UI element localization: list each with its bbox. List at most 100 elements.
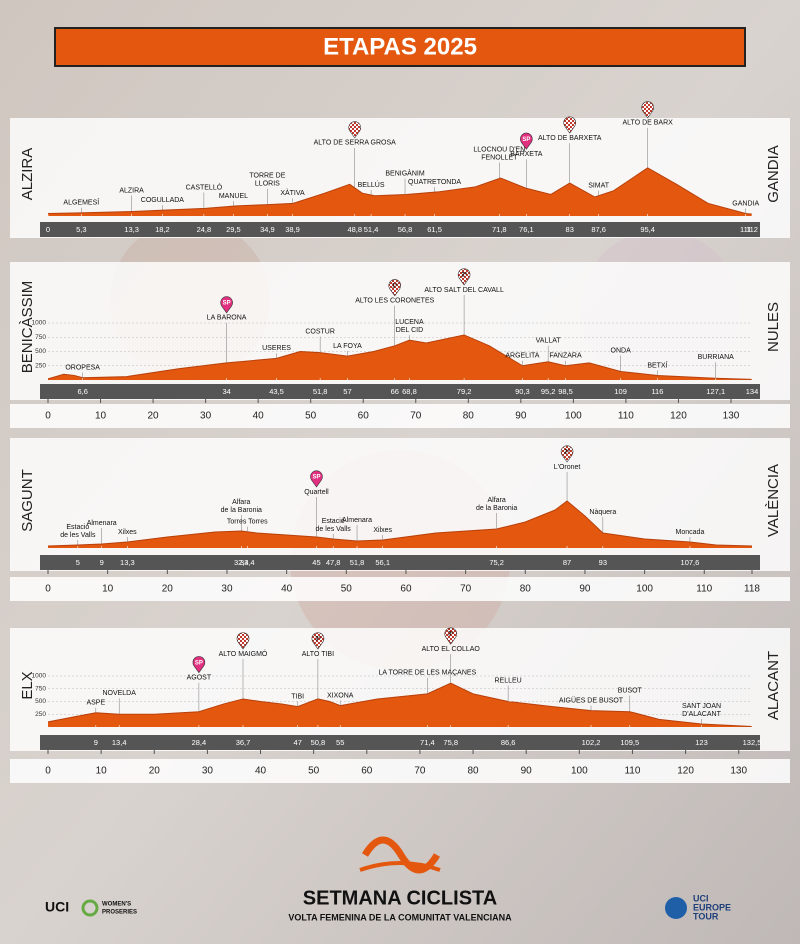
x-tick-label: 80	[463, 411, 475, 422]
place-name: LUCENA	[395, 319, 424, 326]
km-label: 28,4	[192, 738, 207, 747]
y-tick-label: 250	[35, 362, 46, 369]
profile-line	[47, 167, 753, 215]
km-label: 123	[695, 738, 708, 747]
km-label: 109	[614, 387, 627, 396]
climb-icon	[641, 101, 654, 119]
km-label: 9	[94, 738, 98, 747]
place-name: Almenara	[342, 517, 372, 524]
icon-badge: SP	[312, 475, 320, 481]
icon-badge: 3ª	[448, 631, 454, 638]
km-label: 112	[746, 225, 758, 234]
stage-start: ALZIRA	[19, 148, 36, 201]
icon-badge: SP	[195, 660, 203, 666]
km-label: 29,5	[226, 225, 241, 234]
km-label: 36,7	[236, 738, 251, 747]
stage-end: NULES	[765, 302, 782, 352]
x-tick-label: 90	[579, 584, 591, 595]
km-label: 109,5	[620, 738, 639, 747]
km-label: 47,8	[326, 558, 341, 567]
km-label: 45	[312, 558, 320, 567]
brand-logo	[359, 861, 441, 872]
km-label: 75,8	[443, 738, 458, 747]
europe-tour-logo: EUROPE	[693, 902, 731, 912]
x-tick-label: 60	[361, 766, 373, 777]
title: ETAPAS 2025	[323, 33, 477, 60]
brand: SETMANA CICLISTA	[303, 887, 497, 909]
x-tick-label: 80	[467, 766, 479, 777]
x-tick-label: 30	[221, 584, 233, 595]
place-name: ASPE	[86, 700, 105, 707]
y-tick-label: 500	[35, 348, 46, 355]
x-tick-label: 120	[677, 766, 694, 777]
km-label: 13,3	[124, 225, 139, 234]
stage-panel	[10, 438, 790, 571]
x-tick-label: 100	[571, 766, 588, 777]
x-tick-label: 40	[255, 766, 267, 777]
climb-icon	[457, 268, 471, 286]
x-tick-label: 0	[45, 766, 51, 777]
km-label: 43,5	[269, 387, 284, 396]
km-label: 51,8	[313, 387, 328, 396]
place-name: ALTO LES CORONETES	[355, 298, 434, 305]
axis-strip	[10, 577, 790, 601]
x-tick-label: 20	[149, 766, 161, 777]
km-bar	[40, 384, 760, 399]
km-label: 134	[746, 387, 759, 396]
x-tick-label: 130	[723, 411, 740, 422]
sprint-icon	[192, 656, 206, 674]
profile-area	[48, 501, 752, 548]
x-tick-label: 20	[162, 584, 174, 595]
place-name: Xilxes	[373, 527, 392, 534]
km-label: 56,8	[398, 225, 413, 234]
icon-badge: SP	[522, 137, 530, 143]
sprint-icon	[220, 296, 233, 314]
place-name: BENIGÀNIM	[385, 168, 424, 177]
place-name: ALTO DE SERRA GROSA	[314, 140, 397, 147]
km-label: 95,2	[541, 387, 556, 396]
stage-start: SAGUNT	[19, 469, 36, 532]
climb-icon	[388, 279, 402, 297]
footer: SETMANA CICLISTA VOLTA FEMENINA DE LA CO…	[45, 836, 731, 922]
km-label: 93	[599, 558, 607, 567]
km-label: 13,4	[112, 738, 127, 747]
place-name: ALZIRA	[119, 187, 144, 194]
place-name: BUSOT	[618, 688, 643, 695]
place-name: Estació	[66, 524, 89, 531]
x-tick-label: 60	[400, 584, 412, 595]
place-name: ALTO TIBI	[302, 651, 334, 658]
brand-subtitle: VOLTA FEMENINA DE LA COMUNITAT VALENCIAN…	[288, 912, 512, 922]
km-label: 32,4	[234, 558, 249, 567]
place-name: GANDIA	[732, 200, 759, 207]
km-label: 83	[566, 225, 574, 234]
place-name: CASTELLÓ	[186, 182, 223, 191]
stage-end: ALACANT	[765, 651, 782, 720]
place-name: RELLEU	[495, 677, 522, 684]
x-tick-label: 70	[414, 766, 426, 777]
stage-panel	[10, 628, 790, 751]
profile-area	[48, 334, 752, 380]
sprint-icon	[310, 470, 323, 488]
climb-icon	[236, 632, 250, 650]
place-name: ALTO DE BARX	[623, 120, 674, 127]
x-tick-label: 10	[102, 584, 114, 595]
place-name: LA TORRE DE LES MAÇANES	[378, 670, 476, 677]
place-name: de la Baronia	[221, 507, 262, 514]
place-name: VALLAT	[536, 338, 562, 345]
x-tick-label: 118	[744, 584, 760, 595]
place-name: SANT JOAN	[682, 703, 721, 710]
x-tick-label: 110	[618, 411, 634, 422]
x-tick-label: 50	[308, 766, 320, 777]
y-tick-label: 500	[35, 698, 46, 705]
place-name: COSTUR	[305, 328, 335, 335]
place-name: MANUEL	[219, 193, 248, 200]
place-name: TORRE DE	[249, 172, 285, 179]
icon-badge: 2ª	[461, 272, 467, 279]
km-label: 38,9	[285, 225, 300, 234]
km-label: 127,1	[706, 387, 725, 396]
climb-icon	[348, 121, 362, 139]
x-tick-label: 130	[730, 766, 747, 777]
km-label: 132,5	[743, 738, 762, 747]
km-bar	[40, 735, 760, 750]
